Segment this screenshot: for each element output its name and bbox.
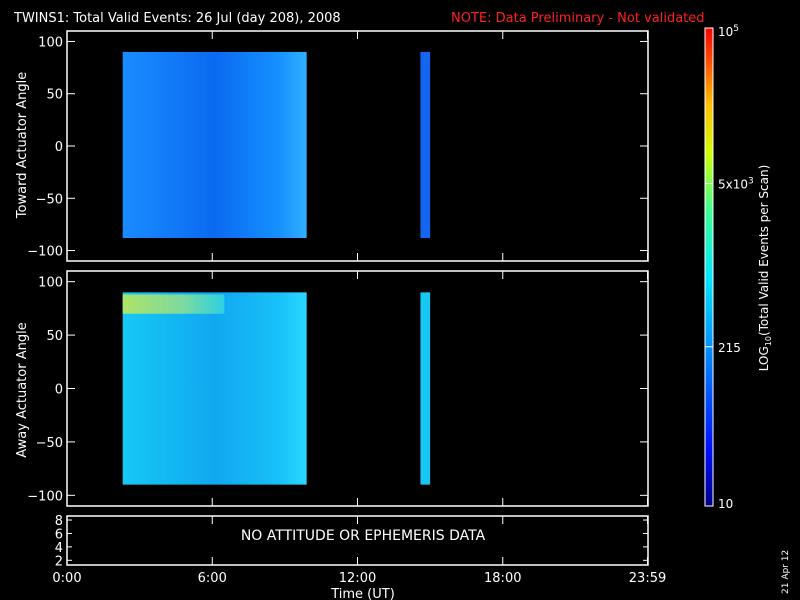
y-tick-label: 100 (38, 35, 63, 50)
y-tick-label: 50 (46, 329, 63, 344)
colorbar-ticks: 105 5x103 215 10 (705, 24, 754, 511)
colorbar-label: LOG10(Total Valid Events per Scan) (757, 165, 773, 372)
y-label-toward: Toward Actuator Angle (15, 72, 30, 219)
heatmap-block (420, 51, 431, 239)
y-tick-label: 0 (55, 140, 63, 155)
no-data-message: NO ATTITUDE OR EPHEMERIS DATA (241, 528, 486, 544)
y-tick-label: 6 (55, 527, 63, 542)
x-tick-label: 0:00 (52, 571, 81, 586)
y-tick-label: −100 (27, 489, 63, 504)
y-tick-label: 0 (55, 383, 63, 398)
y-tick-label: 4 (55, 541, 63, 556)
y-tick-label: 100 (38, 276, 63, 291)
x-tick-label: 6:00 (198, 571, 227, 586)
panel-away: −100 −50 0 50 100 (27, 271, 649, 506)
x-tick-label: 18:00 (484, 571, 521, 586)
y-tick-label: −50 (36, 192, 63, 207)
colorbar-tick-label: 5x103 (718, 176, 754, 191)
y-tick-label: 2 (55, 554, 63, 569)
preliminary-note: NOTE: Data Preliminary - Not validated (451, 11, 705, 26)
panel-toward: −100 −50 0 50 100 (27, 31, 649, 261)
heatmap-block (122, 292, 307, 485)
y-tick-label: 50 (46, 88, 63, 103)
y-tick-label: −50 (36, 436, 63, 451)
plot-date: 21 Apr 12 (781, 550, 791, 594)
colorbar-tick-label: 10 (718, 497, 733, 511)
heatmap-feature-band (122, 294, 225, 314)
x-tick-label: 12:00 (339, 571, 376, 586)
colorbar (704, 27, 714, 507)
y-tick-label: 8 (55, 514, 63, 529)
x-tick-label: 23:59 (629, 571, 666, 586)
colorbar-tick-label: 105 (718, 24, 739, 39)
x-axis: Time (UT) 0:00 6:00 12:00 18:00 23:59 (52, 571, 666, 600)
heatmap-block (420, 292, 431, 485)
y-tick-label: −100 (27, 245, 63, 260)
x-axis-label: Time (UT) (330, 587, 395, 600)
colorbar-tick-label: 215 (718, 341, 741, 355)
heatmap-block (122, 51, 307, 239)
y-label-away: Away Actuator Angle (15, 322, 30, 457)
chart-title: TWINS1: Total Valid Events: 26 Jul (day … (13, 11, 341, 26)
